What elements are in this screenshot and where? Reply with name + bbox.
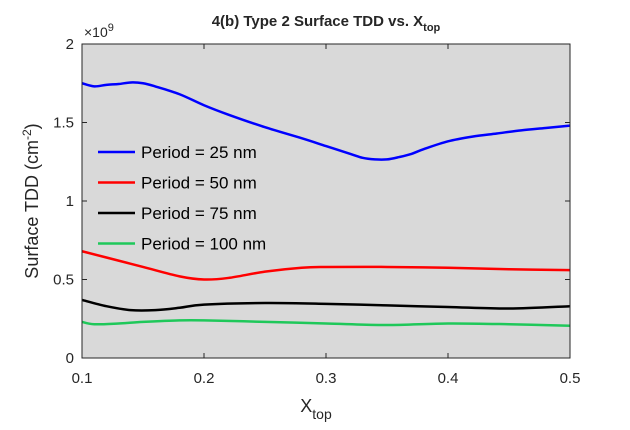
y-axis-label-main: Surface TDD (cm [22, 140, 42, 279]
chart-title-main: 4(b) Type 2 Surface TDD vs. X [212, 13, 423, 30]
x-tick-label: 0.1 [72, 370, 93, 387]
x-tick-label: 0.4 [438, 370, 459, 387]
series-layer [81, 81, 571, 328]
y-tick-label: 0.5 [53, 272, 74, 289]
series-line-2 [81, 250, 571, 281]
plot-area [82, 44, 570, 358]
legend-label: Period = 100 nm [141, 235, 266, 254]
series-line-4 [81, 318, 571, 328]
x-axis-label-subscript: top [312, 406, 332, 422]
y-tick-label: 1.5 [53, 115, 74, 132]
legend-entry-1: Period = 25 nm [98, 143, 257, 162]
x-tick-label: 0.2 [194, 370, 215, 387]
y-tick-label: 1 [66, 193, 74, 210]
x-tick-label: 0.5 [560, 370, 581, 387]
y-multiplier-exponent: 9 [108, 22, 114, 34]
y-tick-label: 0 [66, 350, 74, 367]
y-multiplier-prefix: ×10 [84, 24, 108, 40]
legend-label: Period = 25 nm [141, 143, 257, 162]
y-multiplier: ×109 [84, 22, 114, 40]
x-axis-label: Xtop [300, 396, 332, 422]
legend-entry-3: Period = 75 nm [98, 204, 257, 223]
y-axis-label: Surface TDD (cm-2) [20, 123, 42, 278]
chart-title: 4(b) Type 2 Surface TDD vs. Xtop [212, 13, 441, 34]
y-axis-label-superscript: -2 [20, 129, 34, 140]
legend-entry-4: Period = 100 nm [98, 235, 266, 254]
x-axis-label-main: X [300, 396, 312, 416]
series-line-1 [81, 81, 571, 161]
y-tick-label: 2 [66, 36, 74, 53]
series-line-3 [81, 298, 571, 312]
legend-label: Period = 75 nm [141, 204, 257, 223]
legend-entry-2: Period = 50 nm [98, 174, 257, 193]
tick-layer: 0.1 0.2 0.3 0.4 0.5 0 0.5 1 1.5 2 [53, 36, 580, 387]
chart-title-subscript: top [423, 22, 440, 34]
legend: Period = 25 nm Period = 50 nm Period = 75 … [98, 143, 266, 254]
y-axis-label-close: ) [22, 123, 42, 129]
legend-label: Period = 50 nm [141, 174, 257, 193]
x-tick-label: 0.3 [316, 370, 337, 387]
